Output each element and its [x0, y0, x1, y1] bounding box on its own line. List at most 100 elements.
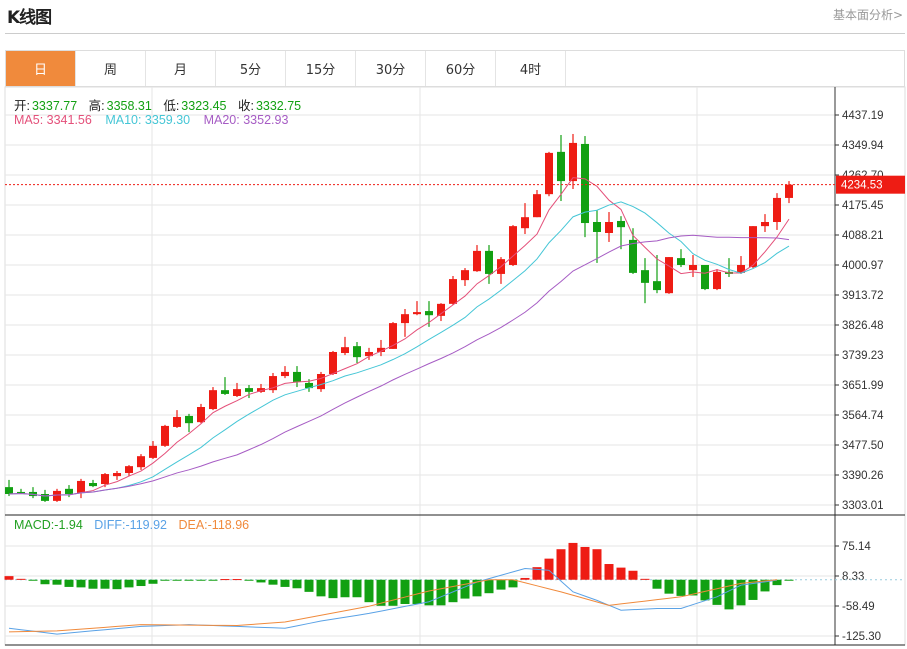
tab-4[interactable]: 15分	[286, 51, 356, 86]
macd-bar	[436, 579, 446, 606]
tab-2[interactable]: 月	[146, 51, 216, 86]
macd-legend: MACD:-1.94 DIFF:-119.92 DEA:-118.96	[14, 518, 251, 532]
diff-line	[8, 568, 778, 635]
candle-body	[161, 425, 169, 446]
candle-body	[65, 488, 73, 494]
price-tick-label: 4000.97	[842, 260, 884, 272]
candle-body	[305, 382, 313, 389]
page-title: K线图	[7, 8, 52, 28]
tab-0[interactable]: 日	[6, 51, 76, 86]
candle-body	[557, 151, 565, 182]
price-tick-label: 4175.45	[842, 200, 884, 212]
candle-body	[281, 371, 289, 377]
macd-bar	[640, 578, 650, 580]
macd-bar	[400, 579, 410, 604]
close-value: 3332.75	[255, 99, 302, 113]
candle-body	[77, 480, 85, 493]
candle-body	[533, 194, 541, 218]
ma10-line	[8, 201, 790, 497]
macd-bar	[124, 579, 134, 588]
candle-body	[593, 222, 601, 232]
tab-3[interactable]: 5分	[216, 51, 286, 86]
macd-bar	[700, 579, 710, 601]
tab-7[interactable]: 4时	[496, 51, 566, 86]
tab-1[interactable]: 周	[76, 51, 146, 86]
candle-body	[413, 312, 421, 315]
macd-bar	[772, 579, 782, 586]
candle-body	[509, 226, 517, 265]
fundamental-analysis-link[interactable]: 基本面分析>	[832, 8, 903, 22]
macd-bar	[244, 579, 254, 581]
price-tick-label: 3477.50	[842, 440, 884, 452]
last-price-label: 4234.53	[841, 180, 883, 192]
macd-bar	[280, 579, 290, 587]
macd-bar	[4, 576, 14, 580]
candle-body	[149, 445, 157, 458]
macd-bar	[208, 579, 218, 581]
candle-body	[629, 239, 637, 273]
macd-bar	[544, 558, 554, 580]
diff-value: DIFF:-119.92	[94, 518, 167, 532]
candle-body	[101, 474, 109, 485]
macd-bar	[316, 579, 326, 597]
candle-body	[713, 271, 721, 290]
price-tick-label: 3651.99	[842, 380, 884, 392]
candle-body	[233, 389, 241, 396]
macd-bar	[736, 579, 746, 606]
candle-body	[209, 390, 217, 410]
macd-bar	[724, 579, 734, 610]
macd-bar	[16, 578, 26, 580]
candle-body	[113, 473, 121, 477]
candle-body	[41, 493, 49, 501]
tab-6[interactable]: 60分	[426, 51, 496, 86]
low-value: 3323.45	[181, 99, 227, 113]
candle-body	[293, 371, 301, 382]
macd-bar	[676, 579, 686, 596]
macd-bar	[136, 579, 146, 587]
candle-body	[317, 373, 325, 390]
candle-body	[185, 415, 193, 424]
candle-body	[257, 388, 265, 392]
price-tick-label: 3826.48	[842, 320, 884, 332]
candle-body	[617, 220, 625, 228]
macd-bar	[148, 579, 158, 584]
macd-bar	[292, 579, 302, 589]
macd-bar	[340, 579, 350, 598]
candle-body	[401, 314, 409, 324]
macd-bar	[172, 579, 182, 581]
ma5-value: MA5: 3341.56	[14, 113, 92, 127]
macd-bar	[556, 549, 566, 580]
macd-tick-label: -125.30	[842, 631, 881, 643]
dea-line	[8, 579, 778, 633]
macd-tick-label: 75.14	[842, 541, 871, 553]
price-tick-label: 3564.74	[842, 410, 884, 422]
macd-bar	[52, 579, 62, 585]
macd-bar	[76, 579, 86, 588]
candle-body	[197, 407, 205, 423]
macd-bar	[472, 579, 482, 597]
candle-body	[425, 311, 433, 316]
ma5-line	[8, 177, 790, 497]
macd-bar	[484, 579, 494, 594]
macd-bar	[412, 579, 422, 604]
candle-body	[653, 281, 661, 291]
tab-5[interactable]: 30分	[356, 51, 426, 86]
candle-body	[473, 250, 481, 272]
macd-bar	[376, 579, 386, 606]
macd-bar	[760, 579, 770, 592]
macd-bar	[712, 579, 722, 605]
candle-body	[365, 351, 373, 357]
divider	[5, 33, 905, 34]
macd-bar	[460, 579, 470, 599]
macd-bar	[388, 579, 398, 606]
macd-bar	[784, 579, 794, 581]
ma20-value: MA20: 3352.93	[203, 113, 289, 127]
candle-body	[785, 184, 793, 198]
macd-bar	[508, 579, 518, 588]
macd-bar	[28, 579, 38, 581]
last-price-badge	[836, 175, 905, 194]
macd-bar	[628, 570, 638, 580]
candle-body	[389, 323, 397, 349]
macd-bar	[532, 567, 542, 580]
